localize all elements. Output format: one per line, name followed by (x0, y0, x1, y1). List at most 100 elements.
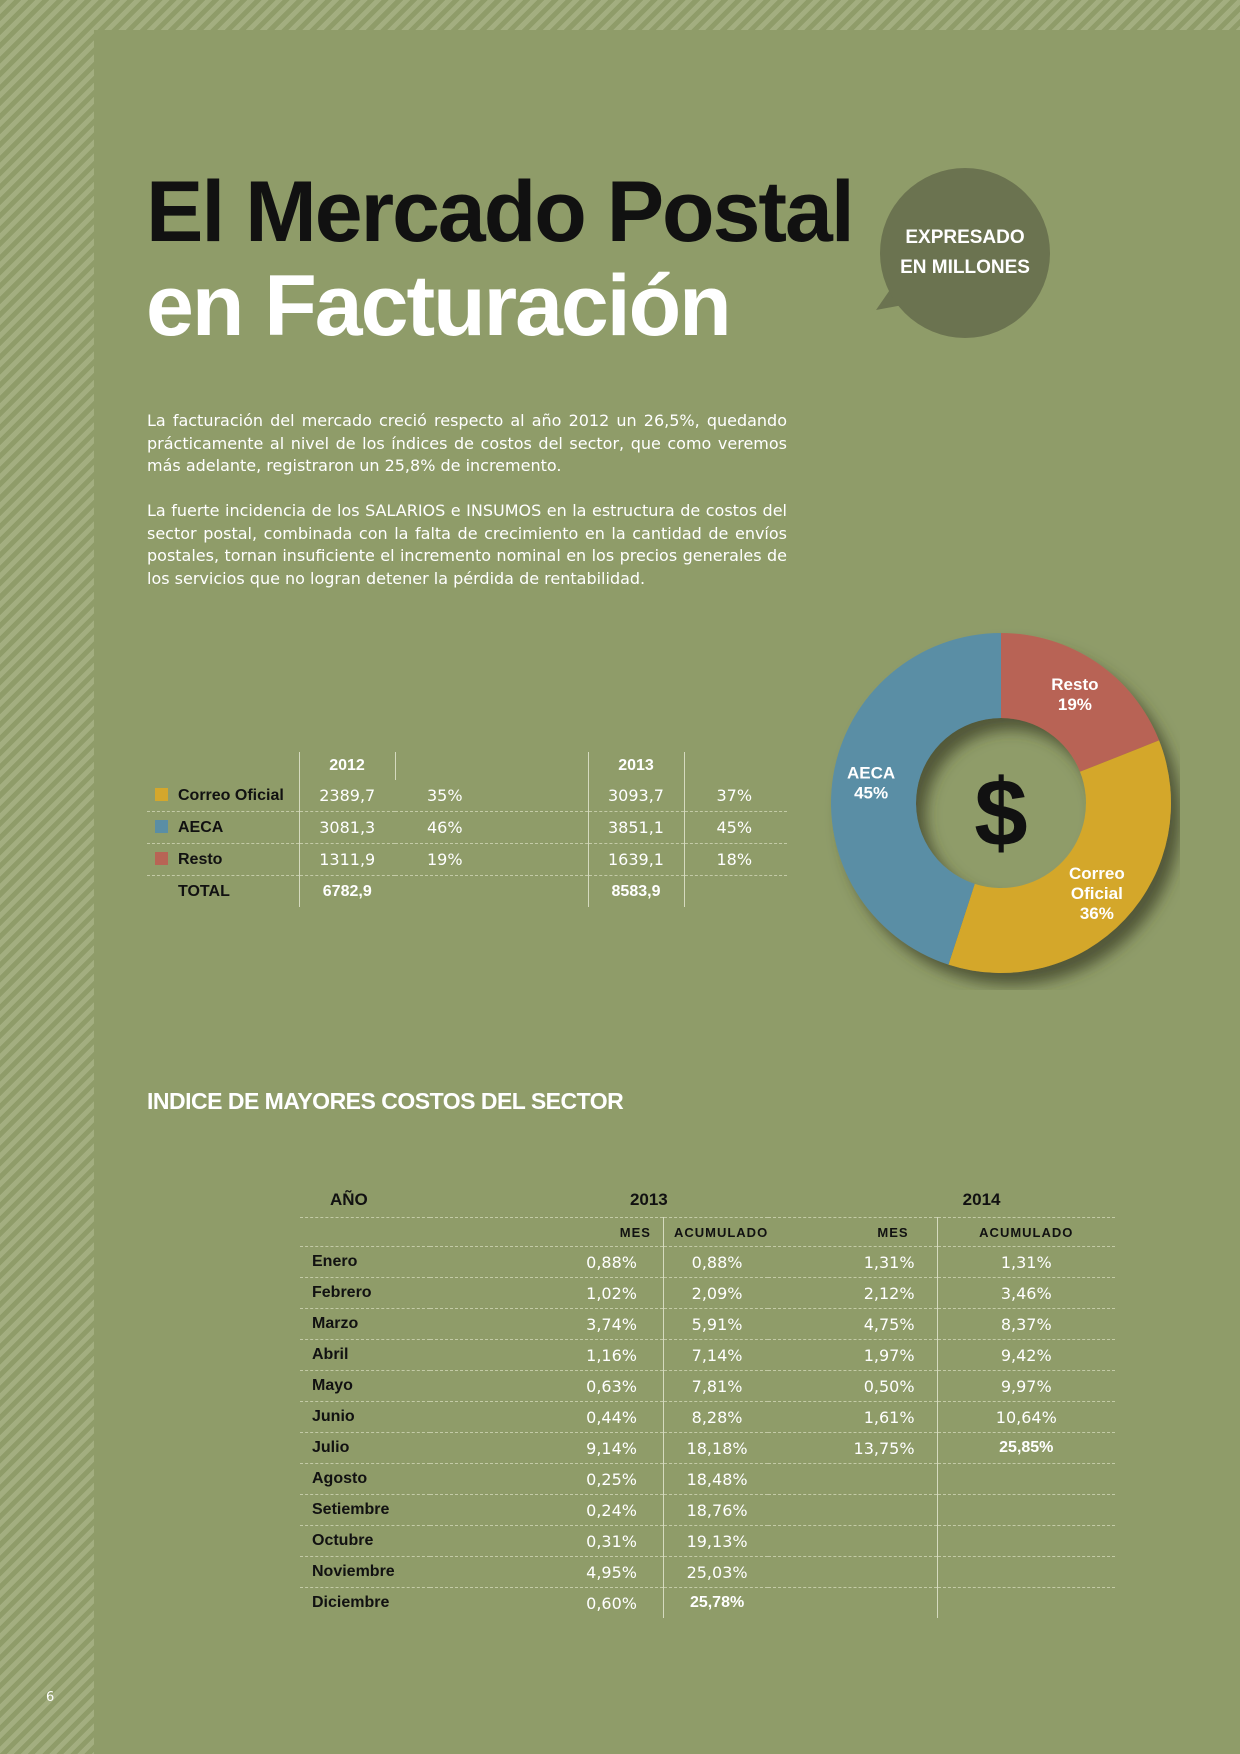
month-cell: Febrero (300, 1277, 430, 1309)
mes-2013-cell: 0,63% (429, 1370, 664, 1402)
acumulado-2013-cell: 25,78% (662, 1587, 769, 1618)
mes-2014-cell: 1,61% (768, 1401, 938, 1433)
month-cell: Abril (300, 1339, 430, 1371)
donut-label-text: Resto (1051, 675, 1098, 694)
acumulado-2013-cell: 8,28% (662, 1401, 769, 1433)
costs-table: AÑO 2013 2014 MES ACUMULADO MES ACUMULAD… (300, 1183, 1115, 1618)
month-cell: Agosto (300, 1463, 430, 1495)
acumulado-2014-cell: 9,42% (936, 1339, 1115, 1371)
table-row: Abril 1,16% 7,14% 1,97% 9,42% (300, 1339, 1115, 1371)
acumulado-2014-cell: 1,31% (936, 1246, 1115, 1278)
donut-slices (831, 633, 1171, 973)
mes-2014-cell (768, 1494, 938, 1526)
bubble-line-1: EXPRESADO (905, 227, 1025, 248)
decorative-stripe-top (0, 0, 1240, 30)
mes-2014-cell: 1,97% (768, 1339, 938, 1371)
percent-cell: 19% (395, 843, 588, 876)
table-row: AECA 3081,3 46% 3851,1 45% (147, 811, 787, 844)
title-line-2: en Facturación (146, 258, 732, 354)
mes-2013-cell: 3,74% (429, 1308, 664, 1340)
detail-paragraph: La fuerte incidencia de los SALARIOS e I… (147, 501, 787, 588)
acumulado-2013-cell: 19,13% (662, 1525, 769, 1557)
mes-2013-cell: 0,25% (429, 1463, 664, 1495)
bubble-line-2: EN MILLONES (900, 257, 1030, 278)
month-cell: Junio (300, 1401, 430, 1433)
value-cell: 1639,1 (587, 843, 684, 876)
value-cell: 2389,7 (298, 780, 395, 812)
donut-label: Resto 19% (1051, 675, 1098, 714)
acumulado-2014-cell: 9,97% (936, 1370, 1115, 1402)
sub-header-acumulado-2013: ACUMULADO (662, 1217, 769, 1247)
mes-2014-cell: 1,31% (768, 1246, 938, 1278)
acumulado-2013-cell: 25,03% (662, 1556, 769, 1588)
donut-label-percent: 36% (1080, 904, 1114, 923)
donut-label-percent: 45% (854, 783, 888, 802)
table-row: Marzo 3,74% 5,91% 4,75% 8,37% (300, 1308, 1115, 1340)
acumulado-2014-cell (936, 1525, 1115, 1557)
table-row: Noviembre 4,95% 25,03% (300, 1556, 1115, 1588)
month-cell: Setiembre (300, 1494, 430, 1526)
row-label: AECA (178, 818, 224, 836)
acumulado-2013-cell: 2,09% (662, 1277, 769, 1309)
table-row: Correo Oficial 2389,7 35% 3093,7 37% (147, 780, 787, 812)
acumulado-2014-cell: 10,64% (936, 1401, 1115, 1433)
table-row: Resto 1311,9 19% 1639,1 18% (147, 843, 787, 876)
legend-swatch-aeca (155, 819, 168, 833)
table-row: Octubre 0,31% 19,13% (300, 1525, 1115, 1557)
table-row: Enero 0,88% 0,88% 1,31% 1,31% (300, 1246, 1115, 1278)
legend-swatch-resto (155, 851, 168, 865)
table-row: Setiembre 0,24% 18,76% (300, 1494, 1115, 1526)
month-cell: Octubre (300, 1525, 430, 1557)
percent-cell: 45% (683, 811, 787, 844)
mes-2014-cell (768, 1556, 938, 1588)
costs-section-title: INDICE DE MAYORES COSTOS DEL SECTOR (147, 1088, 624, 1114)
mes-2014-cell: 0,50% (768, 1370, 938, 1402)
mes-2013-cell: 0,44% (429, 1401, 664, 1433)
acumulado-2013-cell: 7,14% (662, 1339, 769, 1371)
market-share-donut-chart: Resto 19% Correo Oficial 36% AECA 45% $ (831, 633, 1171, 973)
donut-slice-resto (1001, 633, 1160, 772)
sub-header-mes-2014: MES (768, 1217, 938, 1247)
acumulado-2014-cell (936, 1463, 1115, 1495)
donut-label-text: AECA (847, 763, 895, 782)
value-cell: 1311,9 (298, 843, 395, 876)
mes-2013-cell: 0,31% (429, 1525, 664, 1557)
page-number: 6 (46, 1690, 55, 1705)
month-cell: Noviembre (300, 1556, 430, 1588)
donut-label: AECA 45% (847, 763, 895, 802)
total-label: TOTAL (178, 882, 230, 900)
percent-cell: 35% (395, 780, 588, 812)
acumulado-2013-cell: 5,91% (662, 1308, 769, 1340)
market-table: 2012 2013 Correo Oficial 2389,7 35% 3093… (147, 752, 787, 907)
mes-2013-cell: 1,16% (429, 1339, 664, 1371)
percent-cell: 46% (395, 811, 588, 844)
mes-2013-cell: 9,14% (429, 1432, 664, 1464)
acumulado-2014-cell (936, 1494, 1115, 1526)
month-cell: Marzo (300, 1308, 430, 1340)
row-label: Correo Oficial (178, 786, 284, 804)
page-title: El Mercado Postal en Facturación (146, 165, 855, 354)
year-header-2013: 2013 (587, 752, 684, 780)
acumulado-2013-cell: 18,18% (662, 1432, 769, 1464)
mes-2013-cell: 0,88% (429, 1246, 664, 1278)
table-row: Febrero 1,02% 2,09% 2,12% 3,46% (300, 1277, 1115, 1309)
acumulado-2014-cell: 25,85% (936, 1432, 1115, 1464)
value-cell: 3851,1 (587, 811, 684, 844)
mes-2014-cell (768, 1525, 938, 1557)
mes-2013-cell: 0,24% (429, 1494, 664, 1526)
total-2012: 6782,9 (298, 875, 395, 907)
acumulado-2014-cell: 3,46% (936, 1277, 1115, 1309)
month-cell: Julio (300, 1432, 430, 1464)
legend-swatch-correo (155, 787, 168, 801)
row-label: Resto (178, 850, 223, 868)
month-cell: Diciembre (312, 1594, 390, 1611)
donut-label-percent: 19% (1058, 695, 1092, 714)
mes-2014-cell: 2,12% (768, 1277, 938, 1309)
mes-2014-cell: 4,75% (768, 1308, 938, 1340)
total-row: TOTAL 6782,9 8583,9 (147, 875, 787, 907)
intro-paragraph: La facturación del mercado creció respec… (147, 411, 787, 475)
acumulado-2013-cell: 18,76% (662, 1494, 769, 1526)
acumulado-2013-cell: 18,48% (662, 1463, 769, 1495)
sub-header-mes-2013: MES (429, 1217, 664, 1247)
mes-2014-cell: 13,75% (768, 1432, 938, 1464)
